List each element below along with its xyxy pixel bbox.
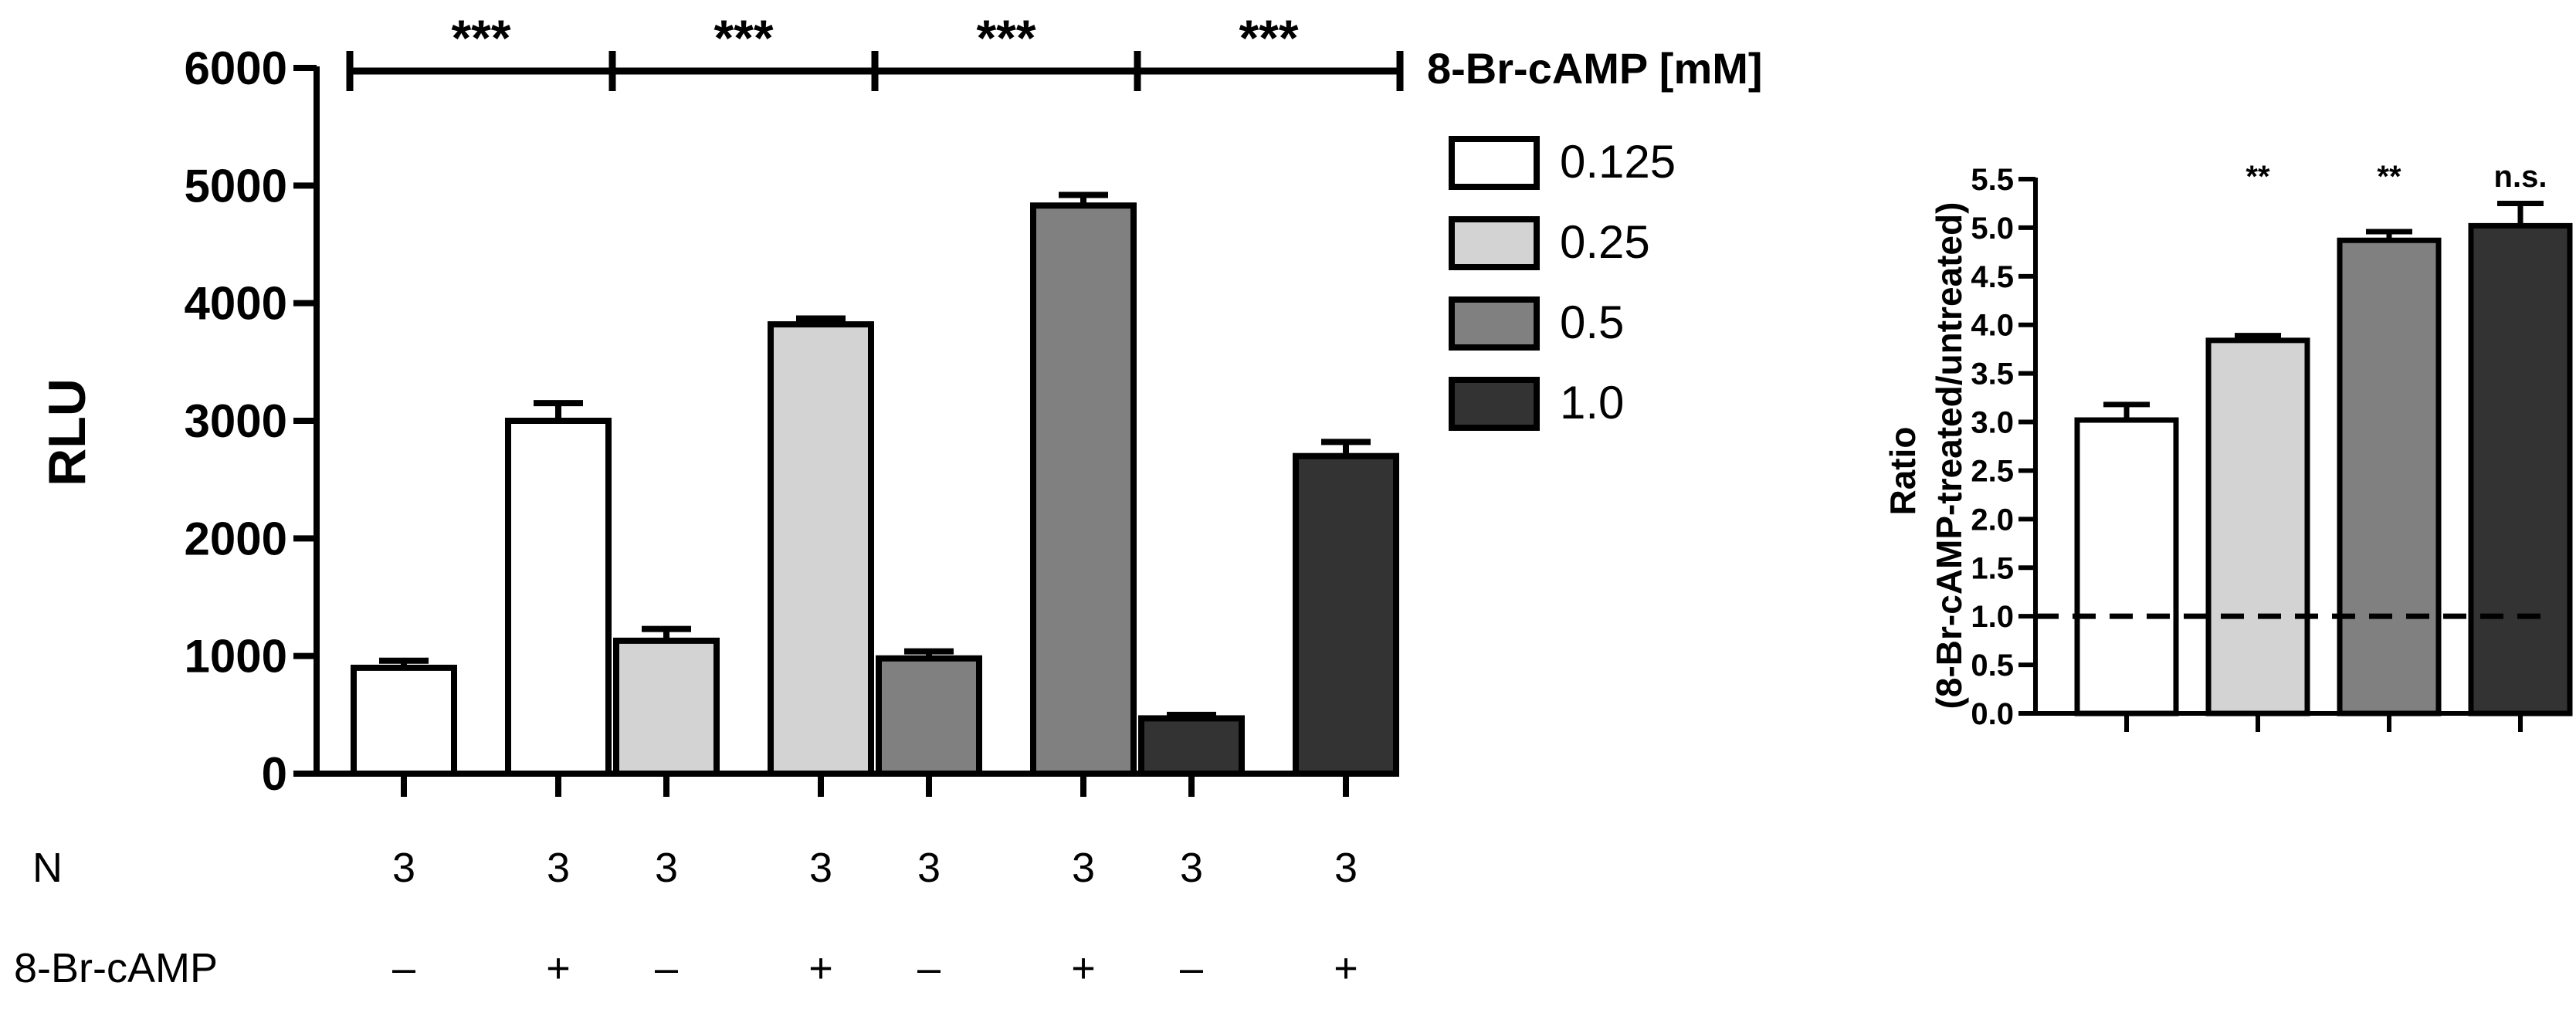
treatment-row: 8-Br-cAMP – + – + – + – + bbox=[14, 945, 1358, 991]
legend-label: 1.0 bbox=[1560, 377, 1624, 429]
rlu-bar bbox=[768, 321, 874, 777]
rlu-bar bbox=[1030, 202, 1137, 778]
n-value: 3 bbox=[1334, 845, 1357, 891]
treatment-sign: + bbox=[1071, 945, 1096, 991]
treatment-sign: – bbox=[655, 945, 678, 991]
ratio-axis-label-line2: (8-Br-cAMP-treated/untreated) bbox=[1929, 202, 1969, 710]
ratio-axes bbox=[2033, 178, 2548, 732]
treatment-sign: – bbox=[1180, 945, 1203, 991]
ratio-significance: ** bbox=[2377, 160, 2401, 194]
n-value: 3 bbox=[547, 845, 570, 891]
ratio-significance: n.s. bbox=[2494, 160, 2547, 194]
ratio-bars bbox=[2074, 200, 2573, 717]
rlu-tick-label: 2000 bbox=[185, 513, 287, 564]
n-value: 3 bbox=[1180, 845, 1203, 891]
legend-title: 8-Br-cAMP [mM] bbox=[1427, 44, 1763, 93]
legend: 8-Br-cAMP [mM] 0.125 0.25 0.5 1.0 bbox=[1427, 44, 1763, 431]
ratio-tick-label: 5.5 bbox=[1971, 163, 2014, 197]
ratio-tick-label: 2.5 bbox=[1971, 454, 2014, 488]
rlu-bar bbox=[505, 418, 612, 777]
rlu-bar bbox=[613, 637, 720, 778]
ratio-tick-label: 4.5 bbox=[1971, 260, 2014, 294]
n-value: 3 bbox=[809, 845, 832, 891]
ratio-axis-label-line1: Ratio bbox=[1883, 427, 1923, 516]
treatment-row-label: 8-Br-cAMP bbox=[14, 945, 218, 991]
legend-items: 0.125 0.25 0.5 1.0 bbox=[1449, 136, 1676, 431]
ratio-bar bbox=[2205, 337, 2310, 717]
treatment-sign: – bbox=[917, 945, 941, 991]
rlu-bar bbox=[1293, 452, 1399, 777]
legend-label: 0.25 bbox=[1560, 216, 1650, 268]
treatment-sign: – bbox=[392, 945, 415, 991]
ratio-bar-chart: Ratio (8-Br-cAMP-treated/untreated) 0.00… bbox=[1883, 160, 2573, 732]
rlu-tick-label: 1000 bbox=[185, 631, 287, 683]
ratio-bar bbox=[2468, 222, 2573, 717]
treatment-sign: + bbox=[808, 945, 833, 991]
n-value: 3 bbox=[1072, 845, 1095, 891]
treatment-signs: – + – + – + – + bbox=[392, 945, 1358, 991]
legend-swatch bbox=[1449, 377, 1540, 431]
ratio-bar bbox=[2337, 237, 2442, 717]
rlu-tick-label: 3000 bbox=[185, 395, 287, 447]
legend-label: 0.125 bbox=[1560, 136, 1676, 188]
ratio-bar bbox=[2074, 417, 2179, 717]
significance-stars: *** bbox=[713, 9, 773, 66]
ratio-y-ticks: 0.0 0.5 1.0 1.5 2.0 2.5 3.0 3.5 4.0 4.5 5.0 5.5 bbox=[1971, 163, 2035, 731]
rlu-tick-label: 5000 bbox=[185, 160, 287, 212]
ratio-tick-label: 0.5 bbox=[1971, 649, 2014, 683]
rlu-tick-label: 4000 bbox=[185, 278, 287, 330]
n-value: 3 bbox=[917, 845, 941, 891]
n-values: 3 3 3 3 3 3 3 3 bbox=[392, 845, 1357, 891]
rlu-y-ticks: 0 1000 2000 3000 4000 5000 6000 bbox=[185, 42, 317, 800]
legend-swatch bbox=[1449, 296, 1540, 351]
rlu-bars bbox=[351, 191, 1399, 778]
n-value: 3 bbox=[392, 845, 415, 891]
significance-stars: *** bbox=[451, 9, 510, 66]
ratio-tick-label: 1.0 bbox=[1971, 600, 2014, 634]
ratio-tick-label: 4.0 bbox=[1971, 309, 2014, 343]
legend-swatch bbox=[1449, 216, 1540, 270]
legend-label: 0.5 bbox=[1560, 296, 1624, 348]
rlu-axis-label: RLU bbox=[38, 378, 97, 486]
ratio-tick-label: 1.5 bbox=[1971, 551, 2014, 585]
rlu-bar bbox=[351, 664, 457, 778]
ratio-tick-label: 5.0 bbox=[1971, 212, 2014, 246]
ratio-tick-label: 3.5 bbox=[1971, 357, 2014, 391]
n-row: N 3 3 3 3 3 3 3 3 bbox=[32, 845, 1357, 891]
treatment-sign: + bbox=[1334, 945, 1358, 991]
rlu-bar bbox=[1138, 715, 1245, 777]
rlu-significance-brackets: *** *** *** *** bbox=[346, 9, 1404, 91]
legend-swatch bbox=[1449, 136, 1540, 190]
treatment-sign: + bbox=[546, 945, 571, 991]
ratio-tick-label: 2.0 bbox=[1971, 503, 2014, 537]
significance-stars: *** bbox=[976, 9, 1035, 66]
rlu-bar bbox=[876, 655, 982, 777]
ratio-significance: ** bbox=[2246, 160, 2270, 194]
rlu-tick-label: 6000 bbox=[185, 42, 287, 94]
significance-stars: *** bbox=[1239, 9, 1298, 66]
n-row-label: N bbox=[32, 845, 63, 891]
rlu-tick-label: 0 bbox=[262, 748, 287, 800]
ratio-tick-label: 0.0 bbox=[1971, 697, 2014, 731]
ratio-significance-labels: ** ** n.s. bbox=[2246, 160, 2547, 194]
n-value: 3 bbox=[655, 845, 678, 891]
ratio-tick-label: 3.0 bbox=[1971, 406, 2014, 440]
